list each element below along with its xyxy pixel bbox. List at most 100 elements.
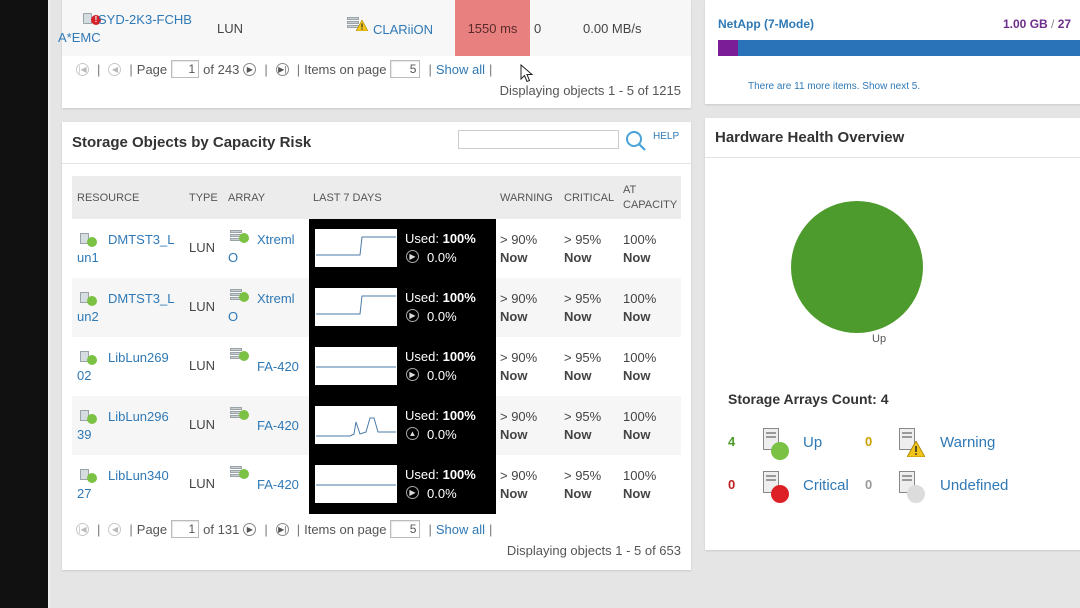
undefined-status-icon xyxy=(899,471,929,503)
resource-name-line2[interactable]: 39 xyxy=(77,427,92,442)
resource-name-line1[interactable]: DMTST3_L xyxy=(108,291,175,306)
next-page-button[interactable]: ▶ xyxy=(243,62,257,76)
array-link[interactable]: FA-420 xyxy=(228,417,308,435)
last-page-button[interactable]: ▶| xyxy=(275,522,289,536)
first-page-button[interactable]: |◀ xyxy=(76,62,89,76)
critical-count: 0 xyxy=(728,477,736,492)
show-all-link[interactable]: Show all xyxy=(435,61,486,77)
resource-line2[interactable]: A*EMC xyxy=(58,30,101,45)
next-page-button[interactable]: ▶ xyxy=(243,522,257,536)
top-pager: |◀ | ◀ | Page 1 of 243 ▶ | ▶| | Items on pag… xyxy=(72,60,496,78)
array-name[interactable]: FA-420 xyxy=(257,418,299,433)
resource-name-line1[interactable]: LibLun296 xyxy=(108,409,169,424)
up-label[interactable]: Up xyxy=(803,434,823,451)
usage-sparkline[interactable] xyxy=(315,229,397,267)
resource-line1[interactable]: SYD-2K3-FCHB xyxy=(98,12,192,27)
first-page-button[interactable]: |◀ xyxy=(76,522,89,536)
critical-cell: > 95% Now xyxy=(564,290,601,326)
page-input[interactable]: 1 xyxy=(171,60,200,78)
array-name[interactable]: Xtreml xyxy=(257,291,295,306)
warning-status-icon xyxy=(899,428,929,458)
page-input[interactable]: 1 xyxy=(171,520,200,538)
warning-threshold: > 90% xyxy=(500,409,538,424)
array-link[interactable]: FA-420 xyxy=(228,476,308,494)
table-row[interactable]: LibLun269 02 LUN FA-420 Used: 100% xyxy=(72,337,681,396)
array-link[interactable]: Xtreml O xyxy=(228,290,308,326)
warning-label[interactable]: Warning xyxy=(940,434,996,451)
usage-sparkline[interactable] xyxy=(315,288,397,326)
resource-name-line2[interactable]: un2 xyxy=(77,309,99,324)
warning-when: Now xyxy=(500,486,528,501)
more-items-link[interactable]: There are 11 more items. Show next 5. xyxy=(748,81,921,92)
pie-slice-up[interactable] xyxy=(791,201,923,333)
capacity-threshold: 100% xyxy=(623,468,657,483)
resource-link[interactable]: LibLun269 02 xyxy=(77,349,187,385)
critical-when: Now xyxy=(564,486,592,501)
resource-name-line2[interactable]: 27 xyxy=(77,486,92,501)
prev-page-button[interactable]: ◀ xyxy=(108,522,122,536)
table-row[interactable]: DMTST3_L un2 LUN Xtreml O Used: 100% xyxy=(72,278,681,337)
used-label: Used: xyxy=(405,231,439,246)
trend-right-icon: ▶ xyxy=(406,368,419,381)
usage-sparkline[interactable] xyxy=(315,347,397,385)
capacity-risk-panel: Storage Objects by Capacity Risk HELP RE… xyxy=(62,122,691,570)
resource-link[interactable]: LibLun340 27 xyxy=(77,467,187,503)
usage-sparkline[interactable] xyxy=(315,465,397,503)
capacity-threshold: 100% xyxy=(623,291,657,306)
usage-sparkline[interactable] xyxy=(315,406,397,444)
used-label: Used: xyxy=(405,467,439,482)
warning-cell: > 90% Now xyxy=(500,231,537,267)
health-pie-chart[interactable] xyxy=(790,200,930,340)
items-per-page-input[interactable]: 5 xyxy=(390,60,421,78)
array-name-line2[interactable]: O xyxy=(228,250,239,265)
array-name[interactable]: FA-420 xyxy=(257,359,299,374)
col-type[interactable]: TYPE xyxy=(189,192,218,204)
critical-threshold: > 95% xyxy=(564,232,602,247)
col-array[interactable]: ARRAY xyxy=(228,192,266,204)
col-resource[interactable]: RESOURCE xyxy=(77,192,140,204)
title-divider xyxy=(705,157,1080,158)
undefined-label[interactable]: Undefined xyxy=(940,477,1009,494)
table-row[interactable]: LibLun340 27 LUN FA-420 Used: 100% xyxy=(72,455,681,514)
resource-link[interactable]: DMTST3_L un1 xyxy=(77,231,187,267)
array-name-line2[interactable]: O xyxy=(228,309,239,324)
col-critical[interactable]: CRITICAL xyxy=(564,192,615,204)
prev-page-button[interactable]: ◀ xyxy=(108,62,122,76)
table-row[interactable]: LibLun296 39 LUN FA-420 Used: 100% xyxy=(72,396,681,455)
critical-label[interactable]: Critical xyxy=(803,477,849,494)
table-row[interactable]: DMTST3_L un1 LUN Xtreml O Used: 100% xyxy=(72,219,681,278)
col-at-capacity[interactable]: AT CAPACITY xyxy=(623,183,677,213)
array-name[interactable]: Xtreml xyxy=(257,232,295,247)
col-at-capacity-line1: AT xyxy=(623,184,637,196)
used-value: 100% xyxy=(442,349,476,364)
array-up-icon xyxy=(230,289,254,303)
table-body: DMTST3_L un1 LUN Xtreml O Used: 100% xyxy=(72,219,681,514)
show-all-link[interactable]: Show all xyxy=(435,521,486,537)
resource-link[interactable]: LibLun296 39 xyxy=(77,408,187,444)
netapp-name[interactable]: NetApp (7-Mode) xyxy=(718,17,814,31)
array-link[interactable]: Xtreml O xyxy=(228,231,308,267)
resource-name-line1[interactable]: LibLun269 xyxy=(108,350,169,365)
resource-link[interactable]: DMTST3_L un2 xyxy=(77,290,187,326)
warning-when: Now xyxy=(500,250,528,265)
trend-value: 0.0% xyxy=(427,486,457,501)
search-input[interactable] xyxy=(458,130,619,149)
top-row: ! SYD-2K3-FCHB A*EMC LUN CLARiiON 1550 m… xyxy=(58,0,691,56)
col-last7[interactable]: LAST 7 DAYS xyxy=(313,192,382,204)
resource-name-line1[interactable]: DMTST3_L xyxy=(108,232,175,247)
panel-title: Storage Objects by Capacity Risk xyxy=(72,134,312,151)
type-cell: LUN xyxy=(189,299,216,314)
array-link[interactable]: CLARiiON xyxy=(373,22,433,37)
last-page-button[interactable]: ▶| xyxy=(275,62,289,76)
help-link[interactable]: HELP xyxy=(653,131,680,142)
left-edge xyxy=(0,0,48,608)
col-warning[interactable]: WARNING xyxy=(500,192,553,204)
search-icon[interactable] xyxy=(625,130,647,152)
items-per-page-input[interactable]: 5 xyxy=(390,520,421,538)
array-name[interactable]: FA-420 xyxy=(257,477,299,492)
resource-name-line2[interactable]: un1 xyxy=(77,250,99,265)
resource-name-line2[interactable]: 02 xyxy=(77,368,92,383)
resource-name-line1[interactable]: LibLun340 xyxy=(108,468,169,483)
array-link[interactable]: FA-420 xyxy=(228,358,308,376)
resource-link[interactable]: SYD-2K3-FCHB A*EMC xyxy=(58,11,208,47)
